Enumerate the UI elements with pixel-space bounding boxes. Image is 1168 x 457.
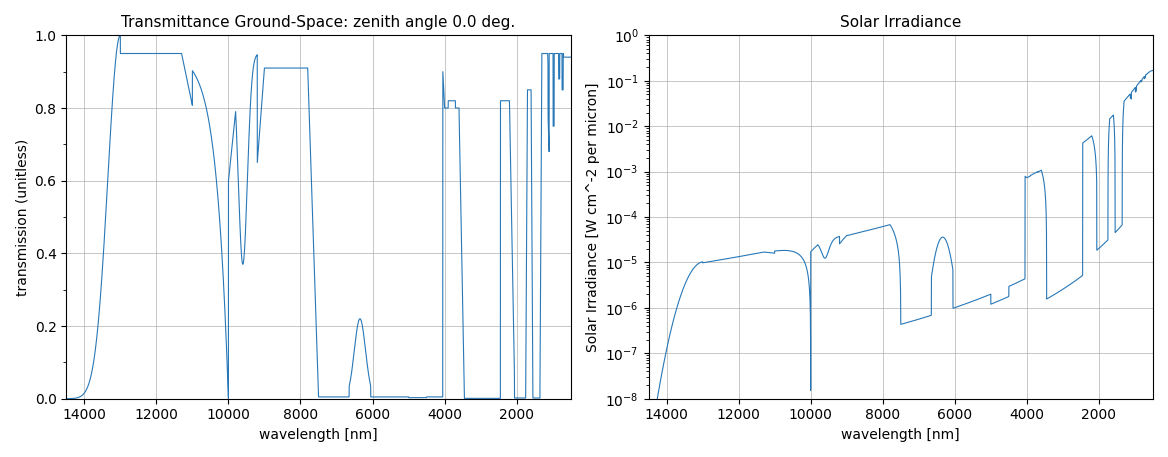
Y-axis label: transmission (unitless): transmission (unitless) xyxy=(15,138,29,296)
X-axis label: wavelength [nm]: wavelength [nm] xyxy=(259,428,377,442)
X-axis label: wavelength [nm]: wavelength [nm] xyxy=(841,428,960,442)
Title: Solar Irradiance: Solar Irradiance xyxy=(840,15,961,30)
Title: Transmittance Ground-Space: zenith angle 0.0 deg.: Transmittance Ground-Space: zenith angle… xyxy=(121,15,515,30)
Y-axis label: Solar Irradiance [W cm^-2 per micron]: Solar Irradiance [W cm^-2 per micron] xyxy=(586,82,599,352)
